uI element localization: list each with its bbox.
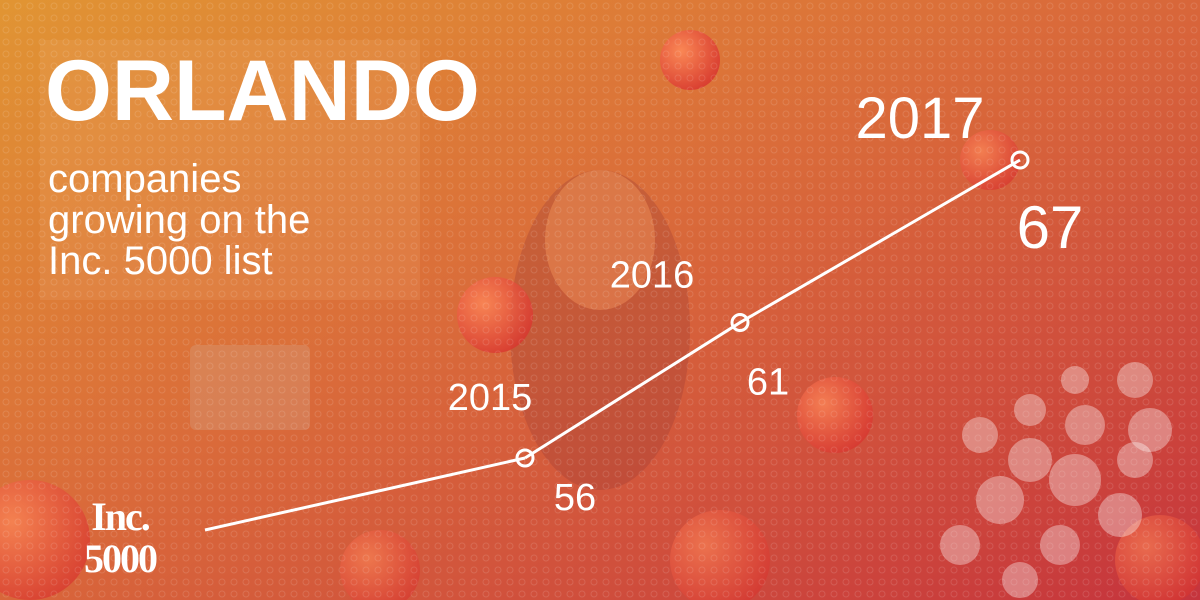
- logo-text: 5000: [84, 536, 157, 581]
- point: [730, 313, 750, 333]
- category-label: 2016: [610, 255, 695, 297]
- value-label: 61: [747, 362, 789, 404]
- category-label: 2017: [855, 86, 984, 151]
- logo: Inc.5000: [84, 494, 159, 581]
- subtitle-line: companies: [48, 157, 241, 201]
- line: [524, 158, 1021, 460]
- lead-in-line: [204, 456, 526, 532]
- point: [515, 448, 535, 468]
- value-label: 56: [554, 477, 596, 519]
- plot: 2015 56 2016 61 2017 67: [204, 86, 1084, 532]
- value-label: 67: [1017, 194, 1084, 261]
- logo-text: Inc.: [91, 494, 150, 539]
- point: [1010, 150, 1030, 170]
- subtitle-line: growing on the: [48, 198, 310, 242]
- subtitle-line: Inc. 5000 list: [48, 239, 273, 283]
- category-label: 2015: [448, 377, 533, 419]
- chart-title: ORLANDO: [45, 43, 480, 139]
